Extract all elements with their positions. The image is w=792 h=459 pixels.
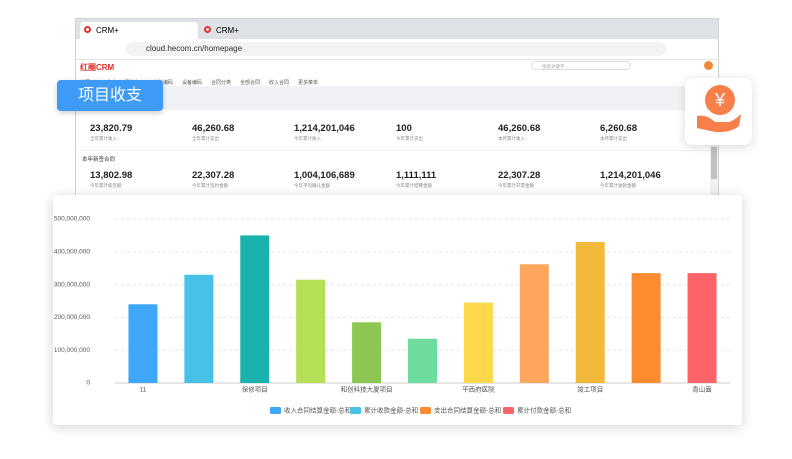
y-tick-label: 400,000,000 — [54, 249, 91, 256]
stat-value: 13,802.98 — [90, 170, 133, 181]
bar — [687, 273, 717, 383]
url: cloud.hecom.cn/homepage — [146, 44, 243, 53]
y-tick-label: 500,000,000 — [54, 216, 91, 223]
tab[interactable]: CRM+ — [216, 26, 239, 35]
stat: 46,260.68 全年累计支出 — [192, 123, 292, 142]
stat-value: 1,214,201,046 — [294, 123, 355, 134]
stat-value: 1,111,111 — [396, 170, 437, 181]
stat: 1,214,201,046 今年累计收入 — [294, 123, 394, 142]
chart: 0 100,000,000 200,000,000 300,000,000 400,00… — [54, 216, 730, 415]
bar — [463, 302, 493, 383]
bar — [575, 241, 605, 383]
stat: 1,111,111 今年累计结算金额 — [396, 170, 496, 189]
stat-value: 23,820.79 — [90, 123, 133, 134]
legend-swatch — [420, 407, 431, 414]
bar — [240, 235, 270, 383]
icon-card: ¥ — [685, 78, 752, 145]
legend-label: 支出合同结算金额-总和 — [434, 406, 501, 415]
stat: 22,307.28 今年累计签约金额 — [192, 170, 292, 189]
x-tick-label: 平西府医院 — [462, 385, 495, 394]
bar — [184, 274, 214, 383]
stat-label: 今年累计收入 — [294, 136, 321, 141]
search[interactable]: 搜索关键字... — [531, 61, 631, 70]
y-tick-label: 0 — [86, 380, 90, 387]
chart-card: 0 100,000,000 200,000,000 300,000,000 400,00… — [53, 195, 742, 425]
x-tick-label: 11 — [140, 387, 147, 394]
hand — [697, 114, 741, 133]
bar — [352, 322, 382, 383]
x-tick-label: 青山面 — [692, 385, 712, 394]
scroll-thumb[interactable] — [711, 147, 717, 179]
avatar[interactable] — [704, 61, 713, 70]
tab[interactable]: CRM+ — [80, 22, 198, 39]
bar — [408, 338, 437, 383]
nav-item[interactable]: 更多菜单 — [298, 80, 319, 86]
bar — [519, 264, 549, 383]
stat: 1,214,201,046 今年累计收款金额 — [600, 170, 700, 189]
stat-label: 全年累计收入 — [90, 136, 117, 141]
y-tick-label: 100,000,000 — [54, 347, 91, 354]
bar — [128, 304, 158, 383]
bar — [296, 279, 326, 383]
x-tick-label: 保修项目 — [242, 385, 268, 394]
browser-window: CRM+ CRM+ cloud.hecom.cn/homepage 红圈CRM … — [75, 18, 719, 220]
badge: 项目收支 — [57, 80, 163, 111]
bar — [631, 273, 661, 383]
stat-label: 今年累计签约金额 — [192, 183, 228, 188]
stats-card — [76, 110, 710, 150]
hand-icon — [697, 114, 741, 133]
stat-label: 今年累计支出 — [396, 136, 423, 141]
nav-item[interactable]: 材料编码 — [153, 80, 174, 86]
favicon — [84, 26, 91, 33]
stat-value: 46,260.68 — [192, 123, 235, 134]
stat-value: 1,004,106,689 — [294, 170, 355, 181]
stat-label: 今年累计收款金额 — [600, 183, 636, 188]
stat: 13,802.98 今年累计新签额 — [90, 170, 190, 189]
stat-label: 今年累计结算金额 — [396, 183, 432, 188]
legend-label: 收入合同结算金额-总和 — [284, 406, 351, 415]
stat-label: 今年平均确认金额 — [294, 183, 330, 188]
coin-icon: ¥ — [705, 85, 735, 115]
section-title: 本年新签合同 — [82, 157, 116, 163]
nav-item[interactable]: 收入合同 — [269, 80, 290, 86]
stat-label: 本月累计收入 — [498, 136, 525, 141]
stat-label: 本月累计支出 — [600, 136, 627, 141]
legend-label: 累计付款金额-总和 — [517, 406, 571, 415]
stat-label: 今年累计开票金额 — [498, 183, 534, 188]
logo: 红圈CRM — [80, 63, 115, 72]
stat: 23,820.79 全年累计收入 — [90, 123, 190, 142]
stat: 1,004,106,689 今年平均确认金额 — [294, 170, 394, 189]
stat: 100 今年累计支出 — [396, 123, 496, 142]
stat-label: 全年累计支出 — [192, 136, 219, 141]
stat: 22,307.28 今年累计开票金额 — [498, 170, 598, 189]
stats-card — [76, 151, 710, 195]
legend-swatch — [503, 407, 514, 414]
stat: 46,260.68 本月累计收入 — [498, 123, 598, 142]
nav-item[interactable]: 合同分类 — [211, 80, 232, 86]
tab-strip — [76, 19, 718, 39]
nav-item[interactable]: 全部合同 — [240, 80, 261, 86]
stat-value: 100 — [396, 123, 412, 134]
nav-item[interactable]: 设备编码 — [182, 80, 203, 86]
stat-value: 46,260.68 — [498, 123, 541, 134]
url-field[interactable] — [126, 42, 666, 56]
stat-value: 22,307.28 — [192, 170, 235, 181]
legend-label: 累计收款金额-总和 — [364, 406, 418, 415]
stat-value: 6,260.68 — [600, 123, 637, 134]
x-tick-label: 竣工项目 — [577, 385, 603, 394]
legend-swatch — [350, 407, 361, 414]
x-tick-label: 和创科技大厦项目 — [341, 385, 393, 394]
legend-swatch — [270, 407, 281, 414]
stat-value: 1,214,201,046 — [600, 170, 661, 181]
y-tick-label: 300,000,000 — [54, 281, 91, 288]
stat: 6,260.68 本月累计支出 — [600, 123, 700, 142]
y-tick-label: 200,000,000 — [54, 314, 91, 321]
stat-value: 22,307.28 — [498, 170, 541, 181]
stat-label: 今年累计新签额 — [90, 183, 122, 188]
app-header — [76, 60, 718, 86]
favicon — [204, 26, 211, 33]
